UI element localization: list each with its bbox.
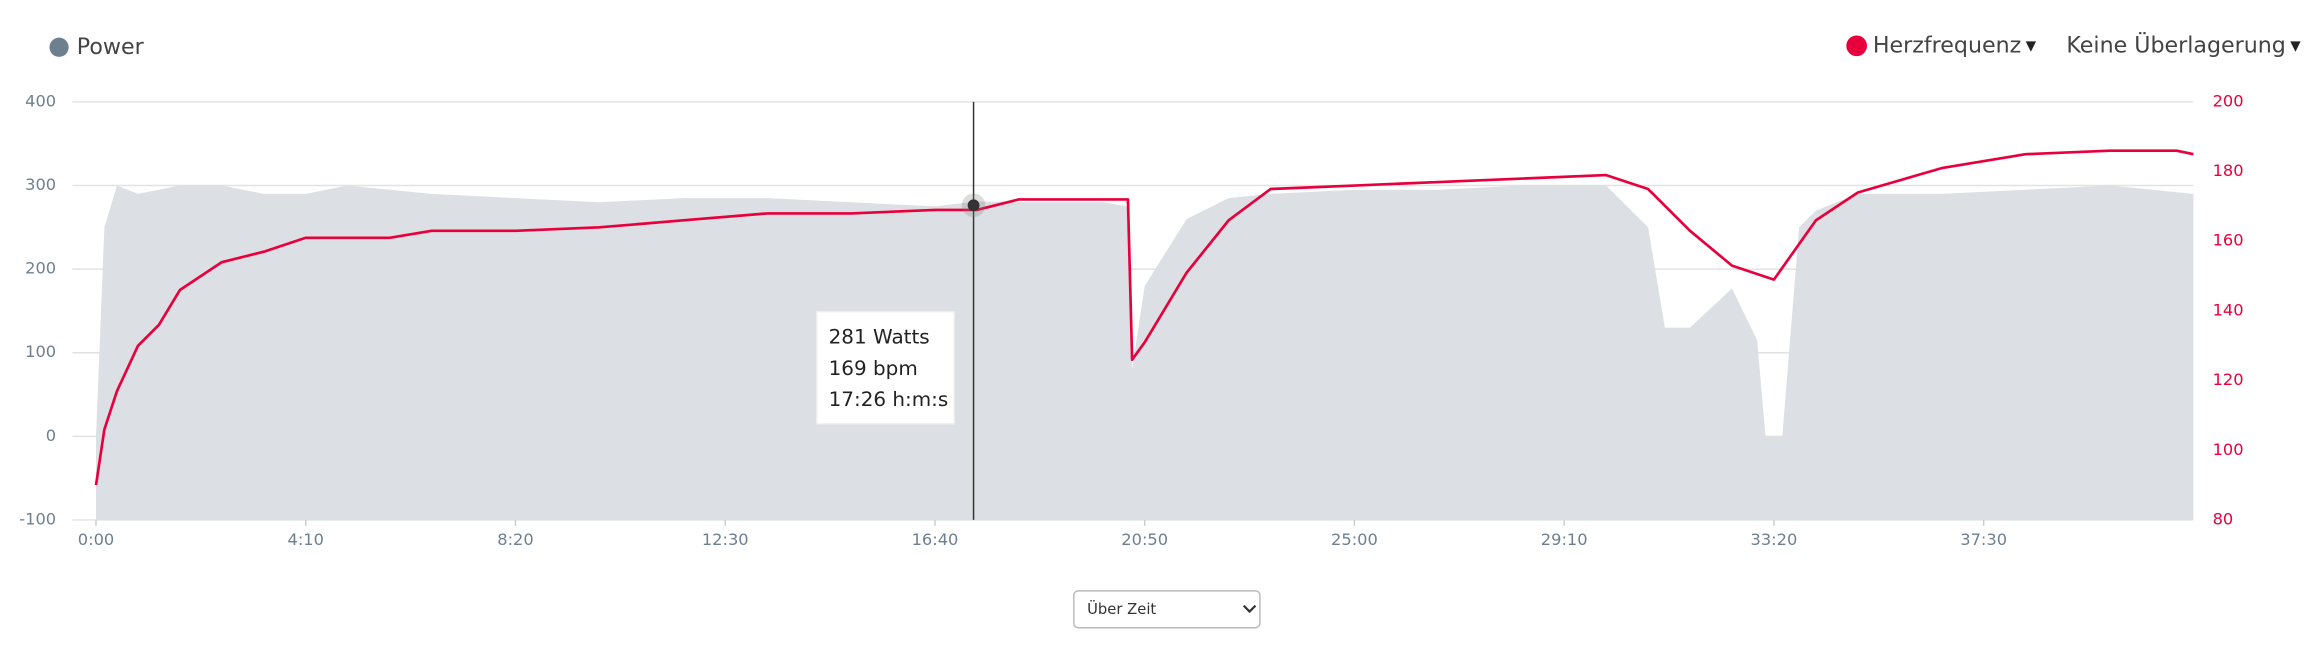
line: [94, 149, 2194, 486]
y-tick-label: 100: [25, 342, 56, 361]
legend-dot: [49, 37, 69, 57]
x-tick-label: 0:00: [78, 530, 114, 549]
cursor-dot: [967, 199, 980, 212]
y-tick-label: 400: [25, 91, 56, 110]
y2-tick-label: 120: [2213, 370, 2244, 389]
select-chevron: [1242, 604, 1257, 614]
area: [96, 185, 2194, 520]
x-tick-label: 16:40: [912, 530, 959, 549]
tooltip-line: 169 bpm: [829, 356, 918, 380]
x-tick-label: 12:30: [702, 530, 749, 549]
x-tick-label: 8:20: [497, 530, 533, 549]
x-mode-select[interactable]: Über Zeit: [1073, 590, 1261, 629]
y-tick-label: 300: [25, 175, 56, 194]
y2-tick-label: 160: [2213, 231, 2244, 250]
x-tick-label: 4:10: [288, 530, 324, 549]
x-tick-label: 20:50: [1121, 530, 1168, 549]
y2-tick-label: 180: [2213, 161, 2244, 180]
legend: Power Herzfrequenz Keine Überlagerung: [77, 30, 2286, 59]
y-tick-label: 200: [25, 259, 56, 278]
x-tick-label: 37:30: [1960, 530, 2007, 549]
y-tick-label: 0: [46, 426, 56, 445]
x-tick-label: 25:00: [1331, 530, 1378, 549]
legend-dot: [1846, 35, 1867, 57]
y2-tick-label: 100: [2213, 440, 2244, 459]
legend-label[interactable]: Power: [77, 34, 145, 60]
legend-label[interactable]: Herzfrequenz: [1873, 32, 2021, 58]
tooltip-box: [816, 310, 955, 425]
tooltip: 281 Watts 169 bpm 17:26 h:m:s: [816, 310, 955, 425]
y-tick-label: -100: [19, 509, 56, 528]
x-tick-label: 33:20: [1751, 530, 1798, 549]
dropdown-arrow: [2025, 41, 2037, 52]
x-tick-label: 29:10: [1541, 530, 1588, 549]
tooltip-line: 281 Watts: [829, 325, 930, 349]
y2-tick-label: 140: [2213, 300, 2244, 319]
select-box[interactable]: [1073, 590, 1261, 629]
select-label[interactable]: Über Zeit: [1087, 600, 1156, 618]
y2-tick-label: 200: [2213, 91, 2244, 110]
dropdown-arrow: [2290, 41, 2301, 52]
tooltip-line: 17:26 h:m:s: [829, 387, 949, 411]
overlay-menu[interactable]: Keine Überlagerung: [2066, 30, 2285, 58]
y2-tick-label: 80: [2213, 509, 2234, 528]
